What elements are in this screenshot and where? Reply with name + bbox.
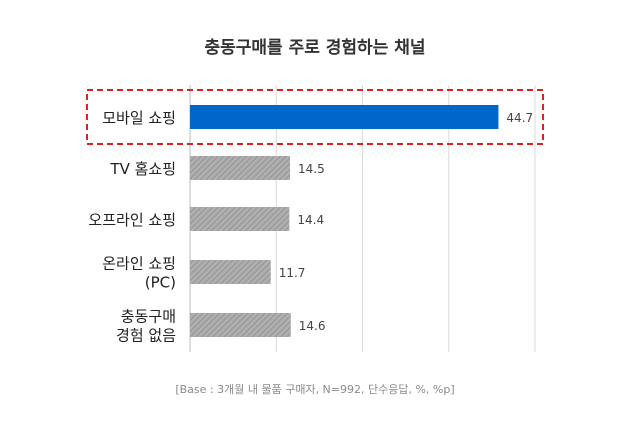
category-label: (PC) [145,274,176,292]
chart-title: 충동구매를 주로 경험하는 채널 [204,38,426,58]
value-label: 14.4 [297,213,324,227]
category-label: 모바일 쇼핑 [102,109,176,127]
value-label: 14.6 [299,319,326,333]
bar-5 [190,313,291,337]
category-label: 온라인 쇼핑 [102,255,176,273]
category-label: 경험 없음 [116,327,176,345]
category-label: TV 홈쇼핑 [109,160,176,178]
value-label: 11.7 [279,266,306,280]
bar-4 [190,260,271,284]
value-label: 14.5 [298,162,325,176]
bar-1 [190,105,499,129]
value-label: 44.7 [506,111,533,125]
category-label: 오프라인 쇼핑 [88,211,176,229]
category-label: 충동구매 [121,308,176,326]
bar-2 [190,156,291,180]
base-note: [Base : 3개월 내 물품 구매자, N=992, 단수응답, %, %p… [175,383,455,396]
highlight-box [86,89,544,145]
bar-3 [190,207,290,231]
